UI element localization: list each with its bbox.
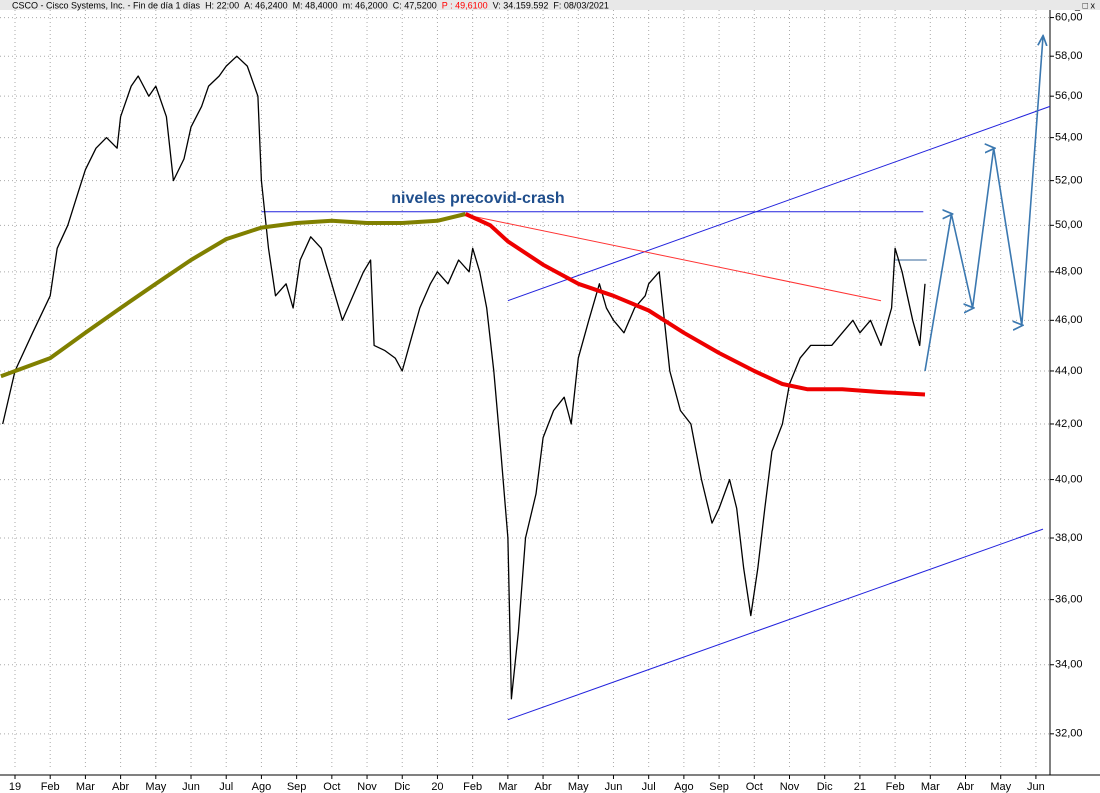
y-tick-label: 38,00 [1055, 532, 1083, 544]
x-tick-label: Mar [76, 781, 95, 793]
x-tick-label: May [990, 781, 1011, 793]
x-tick-label: Ago [252, 781, 272, 793]
x-tick-label: Oct [746, 781, 763, 793]
trend-line [924, 37, 1043, 372]
x-tick-label: Feb [886, 781, 905, 793]
x-tick-label: Sep [709, 781, 729, 793]
header-field: H: 22:00 [205, 0, 239, 10]
y-tick-label: 48,00 [1055, 266, 1083, 278]
x-tick-label: May [145, 781, 166, 793]
price-line [0, 212, 467, 379]
x-tick-label: Mar [498, 781, 517, 793]
y-tick-label: 32,00 [1055, 728, 1083, 740]
y-tick-label: 54,00 [1055, 132, 1083, 144]
y-tick-label: 34,00 [1055, 659, 1083, 671]
header-bar [0, 0, 1100, 10]
trend-line [472, 215, 882, 302]
x-tick-label: Jul [642, 781, 656, 793]
y-tick-label: 36,00 [1055, 594, 1083, 606]
window-controls[interactable]: _ □ x [1074, 0, 1095, 10]
x-tick-label: 19 [9, 781, 21, 793]
y-tick-label: 44,00 [1055, 365, 1083, 377]
y-tick-label: 42,00 [1055, 418, 1083, 430]
x-tick-label: Nov [357, 781, 377, 793]
x-tick-label: Jun [182, 781, 200, 793]
annotation: niveles precovid-crash [391, 190, 564, 207]
header-field: F: 08/03/2021 [553, 0, 609, 10]
y-tick-label: 50,00 [1055, 219, 1083, 231]
x-tick-label: 21 [854, 781, 866, 793]
y-tick-label: 60,00 [1055, 11, 1083, 23]
header-field: C: 47,5200 [393, 0, 437, 10]
y-tick-label: 58,00 [1055, 50, 1083, 62]
x-tick-label: Feb [463, 781, 482, 793]
x-tick-label: Oct [323, 781, 340, 793]
x-tick-label: Sep [287, 781, 307, 793]
x-tick-label: Abr [534, 781, 551, 793]
x-tick-label: Abr [957, 781, 974, 793]
x-tick-label: 20 [431, 781, 443, 793]
x-tick-label: Jun [1027, 781, 1045, 793]
x-tick-label: Nov [780, 781, 800, 793]
x-tick-label: Jun [605, 781, 623, 793]
x-tick-label: Dic [817, 781, 833, 793]
x-tick-label: Abr [112, 781, 129, 793]
x-tick-label: Mar [921, 781, 940, 793]
y-tick-label: 52,00 [1055, 175, 1083, 187]
price-line [2, 55, 926, 700]
header-field: A: 46,2400 [244, 0, 288, 10]
price-line [464, 212, 926, 397]
x-tick-label: Jul [219, 781, 233, 793]
header-field: V: 34.159.592 [493, 0, 549, 10]
x-tick-label: Ago [674, 781, 694, 793]
header-field: m: 46,2000 [343, 0, 388, 10]
header-field: CSCO - Cisco Systems, Inc. - Fin de día … [12, 0, 201, 10]
y-tick-label: 40,00 [1055, 473, 1083, 485]
header: CSCO - Cisco Systems, Inc. - Fin de día … [12, 0, 609, 10]
x-tick-label: May [568, 781, 589, 793]
x-tick-label: Feb [41, 781, 60, 793]
trend-line [507, 528, 1044, 721]
plot-area [0, 10, 1051, 770]
y-tick-label: 56,00 [1055, 90, 1083, 102]
y-tick-label: 46,00 [1055, 314, 1083, 326]
header-field: P : 49,6100 [442, 0, 488, 10]
header-field: M: 48,4000 [293, 0, 338, 10]
x-tick-label: Dic [394, 781, 410, 793]
